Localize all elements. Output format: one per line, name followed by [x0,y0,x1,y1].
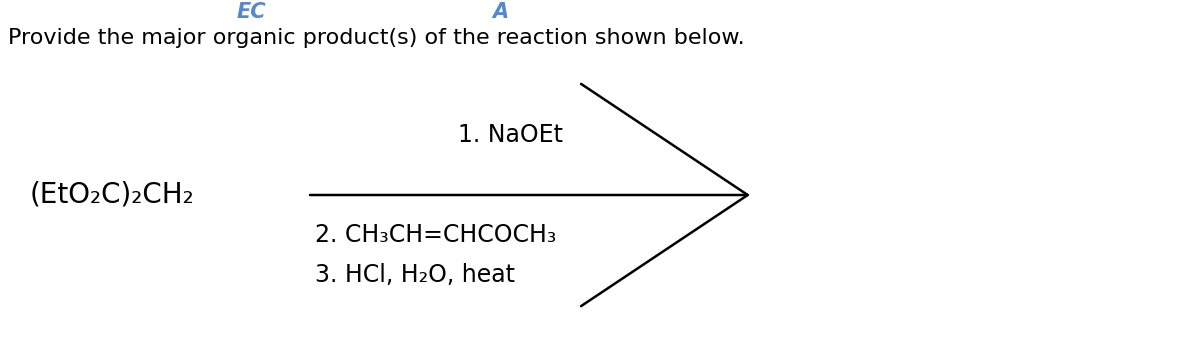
Text: EC: EC [238,2,266,22]
Text: A: A [492,2,508,22]
Text: 2. CH₃CH=CHCOCH₃: 2. CH₃CH=CHCOCH₃ [314,223,557,247]
Text: Provide the major organic product(s) of the reaction shown below.: Provide the major organic product(s) of … [8,28,745,48]
Text: 1. NaOEt: 1. NaOEt [457,123,563,147]
Text: (EtO₂C)₂CH₂: (EtO₂C)₂CH₂ [30,181,194,209]
Text: 3. HCl, H₂O, heat: 3. HCl, H₂O, heat [314,263,515,287]
